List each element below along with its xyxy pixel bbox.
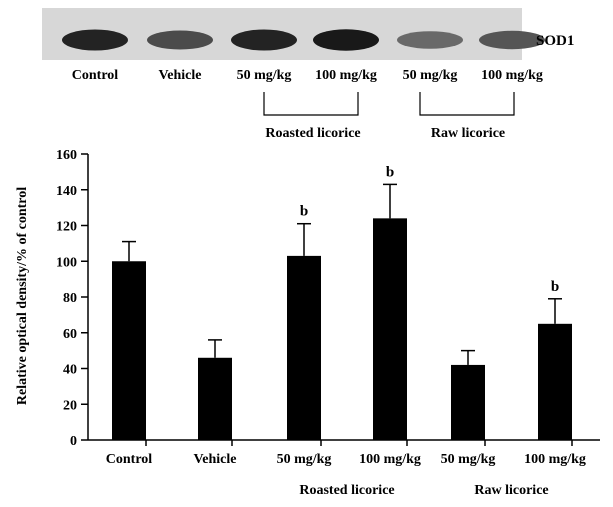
blot-band xyxy=(479,30,545,50)
blot-band xyxy=(147,30,213,50)
y-tick-label: 0 xyxy=(70,434,77,449)
western-blot: SOD1 Control Vehicle 50 mg/kg 100 mg/kg … xyxy=(42,8,574,141)
x-axis-tick-labels: Control Vehicle 50 mg/kg 100 mg/kg 50 mg/kg 1… xyxy=(106,452,586,467)
x-axis-group-label: Roasted licorice xyxy=(299,483,394,498)
blot-group-label-roasted: Roasted licorice xyxy=(265,126,360,141)
y-tick-label: 140 xyxy=(56,184,77,199)
y-axis-ticks: 0 20 40 60 80 100 120 140 160 xyxy=(56,148,88,449)
x-tick-label: Vehicle xyxy=(193,452,236,467)
blot-lane-label: Control xyxy=(72,68,119,83)
y-tick-label: 160 xyxy=(56,148,77,163)
y-tick-label: 80 xyxy=(63,291,77,306)
bar xyxy=(287,255,321,440)
blot-band xyxy=(62,29,128,51)
y-axis-label: Relative optical density/% of control xyxy=(15,187,30,405)
x-axis-group-label: Raw licorice xyxy=(474,483,548,498)
bar xyxy=(373,218,407,440)
y-tick-label: 120 xyxy=(56,220,77,235)
blot-lane-label: 100 mg/kg xyxy=(315,68,377,83)
significance-label: b xyxy=(551,279,559,295)
significance-label: b xyxy=(300,204,308,220)
y-tick-label: 100 xyxy=(56,255,77,270)
bar xyxy=(451,364,485,440)
x-tick-label: 100 mg/kg xyxy=(359,452,421,467)
blot-lane-label: 100 mg/kg xyxy=(481,68,543,83)
x-tick-label: 50 mg/kg xyxy=(277,452,332,467)
blot-group-bracket-roasted xyxy=(263,92,359,116)
x-tick-label: 50 mg/kg xyxy=(441,452,496,467)
blot-band xyxy=(397,31,463,49)
significance-label: b xyxy=(386,164,394,180)
x-tick-label: 100 mg/kg xyxy=(524,452,586,467)
x-tick-label: Control xyxy=(106,452,153,467)
blot-group-bracket-raw xyxy=(419,92,515,116)
bar-chart: Relative optical density/% of control 0 2… xyxy=(15,148,600,498)
x-axis-group-labels: Roasted licorice Raw licorice xyxy=(299,483,548,498)
y-tick-label: 20 xyxy=(63,398,77,413)
blot-protein-label: SOD1 xyxy=(536,33,574,49)
blot-bands xyxy=(62,29,545,51)
y-tick-label: 40 xyxy=(63,363,77,378)
bar xyxy=(112,261,146,440)
y-tick-label: 60 xyxy=(63,327,77,342)
blot-lane-labels: Control Vehicle 50 mg/kg 100 mg/kg 50 mg… xyxy=(72,68,543,83)
bar-series: b b b xyxy=(112,164,573,446)
bar xyxy=(198,357,232,440)
blot-band xyxy=(313,29,379,51)
blot-lane-label: 50 mg/kg xyxy=(403,68,458,83)
bar xyxy=(538,323,572,440)
blot-group-label-raw: Raw licorice xyxy=(431,126,505,141)
blot-lane-label: Vehicle xyxy=(158,68,201,83)
blot-lane-label: 50 mg/kg xyxy=(237,68,292,83)
blot-band xyxy=(231,29,297,51)
